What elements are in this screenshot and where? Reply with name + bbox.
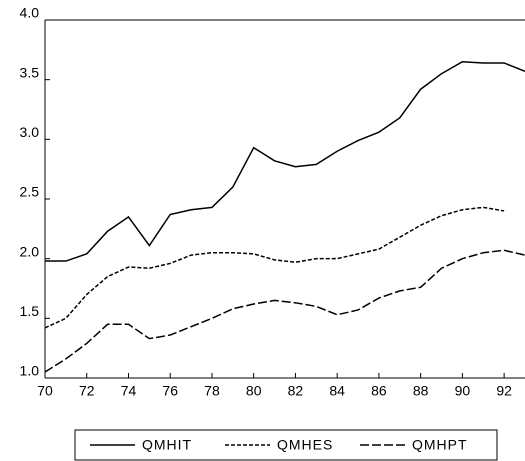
y-tick-label: 2.0 [20,243,40,259]
y-tick-label: 4.0 [20,5,40,21]
series-line [45,61,525,262]
x-tick-label: 92 [496,383,512,399]
y-tick-label: 3.5 [20,64,40,80]
x-tick-label: 78 [204,383,220,399]
legend-label: QMHES [277,437,333,453]
x-tick-label: 70 [37,383,53,399]
x-tick-label: 86 [371,383,387,399]
x-tick-label: 84 [329,383,345,399]
y-tick-label: 3.0 [20,124,40,140]
x-tick-label: 72 [79,383,95,399]
legend-box [74,429,498,461]
x-tick-label: 82 [288,383,304,399]
y-tick-label: 2.5 [20,184,40,200]
series-line [44,206,505,329]
y-tick-label: 1.5 [20,303,40,319]
x-tick-label: 80 [246,383,262,399]
legend-label: QMHIT [142,437,192,453]
x-tick-label: 90 [455,383,471,399]
legend-label: QMHPT [412,437,468,453]
x-tick-label: 74 [121,383,137,399]
x-tick-label: 88 [413,383,429,399]
series-line [44,249,525,373]
y-tick-label: 1.0 [20,363,40,379]
x-tick-label: 76 [162,383,178,399]
